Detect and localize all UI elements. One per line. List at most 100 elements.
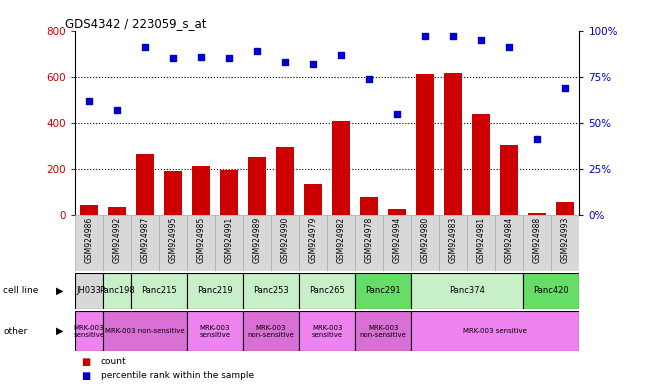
Text: Panc219: Panc219 xyxy=(197,286,233,295)
Point xyxy=(392,111,402,117)
Text: GDS4342 / 223059_s_at: GDS4342 / 223059_s_at xyxy=(65,17,206,30)
Bar xyxy=(411,215,439,271)
Text: Panc291: Panc291 xyxy=(365,286,401,295)
Bar xyxy=(411,311,579,351)
Text: GSM924981: GSM924981 xyxy=(477,217,486,263)
Bar xyxy=(472,114,490,215)
Point xyxy=(112,107,122,113)
Bar xyxy=(159,215,187,271)
Text: GSM924984: GSM924984 xyxy=(505,217,514,263)
Bar xyxy=(131,215,159,271)
Bar xyxy=(439,215,467,271)
Text: GSM924979: GSM924979 xyxy=(309,217,318,263)
Bar xyxy=(215,215,243,271)
Text: ■: ■ xyxy=(81,371,90,381)
Text: GSM924991: GSM924991 xyxy=(225,217,234,263)
Bar xyxy=(276,147,294,215)
Bar xyxy=(80,205,98,215)
Bar xyxy=(551,215,579,271)
Text: Panc215: Panc215 xyxy=(141,286,177,295)
Bar xyxy=(355,273,411,309)
Text: GSM924990: GSM924990 xyxy=(281,217,290,263)
Bar xyxy=(416,74,434,215)
Text: ▶: ▶ xyxy=(56,326,64,336)
Text: Panc253: Panc253 xyxy=(253,286,289,295)
Bar xyxy=(220,170,238,215)
Bar xyxy=(467,215,495,271)
Bar xyxy=(136,154,154,215)
Text: GSM924989: GSM924989 xyxy=(253,217,262,263)
Text: Panc265: Panc265 xyxy=(309,286,345,295)
Bar xyxy=(187,215,215,271)
Text: Panc198: Panc198 xyxy=(99,286,135,295)
Bar xyxy=(75,273,103,309)
Bar xyxy=(528,213,546,215)
Bar xyxy=(75,215,103,271)
Bar xyxy=(187,311,243,351)
Bar xyxy=(383,215,411,271)
Point xyxy=(364,76,374,82)
Bar xyxy=(103,215,131,271)
Bar xyxy=(523,215,551,271)
Text: GSM924985: GSM924985 xyxy=(197,217,206,263)
Point xyxy=(560,85,570,91)
Bar xyxy=(360,197,378,215)
Bar xyxy=(131,273,187,309)
Bar xyxy=(332,121,350,215)
Text: Panc420: Panc420 xyxy=(534,286,569,295)
Bar xyxy=(355,215,383,271)
Bar xyxy=(164,171,182,215)
Point xyxy=(280,59,290,65)
Text: MRK-003
non-sensitive: MRK-003 non-sensitive xyxy=(247,325,294,338)
Text: GSM924995: GSM924995 xyxy=(169,217,178,263)
Text: ▶: ▶ xyxy=(56,286,64,296)
Text: GSM924986: GSM924986 xyxy=(85,217,93,263)
Bar xyxy=(187,273,243,309)
Text: MRK-003 non-sensitive: MRK-003 non-sensitive xyxy=(105,328,185,334)
Text: cell line: cell line xyxy=(3,286,38,295)
Text: ■: ■ xyxy=(81,357,90,367)
Bar xyxy=(108,207,126,215)
Bar xyxy=(388,209,406,215)
Text: Panc374: Panc374 xyxy=(449,286,485,295)
Bar xyxy=(299,311,355,351)
Bar xyxy=(304,184,322,215)
Point xyxy=(476,37,486,43)
Text: GSM924994: GSM924994 xyxy=(393,217,402,263)
Text: JH033: JH033 xyxy=(76,286,102,295)
Bar xyxy=(243,311,299,351)
Text: MRK-003
non-sensitive: MRK-003 non-sensitive xyxy=(360,325,407,338)
Point xyxy=(504,44,514,50)
Bar xyxy=(299,215,327,271)
Text: other: other xyxy=(3,327,27,336)
Bar xyxy=(523,273,579,309)
Text: GSM924978: GSM924978 xyxy=(365,217,374,263)
Point xyxy=(252,48,262,54)
Text: MRK-003
sensitive: MRK-003 sensitive xyxy=(74,325,104,338)
Bar xyxy=(355,311,411,351)
Bar xyxy=(103,273,131,309)
Bar xyxy=(271,215,299,271)
Text: GSM924988: GSM924988 xyxy=(533,217,542,263)
Point xyxy=(308,61,318,67)
Point xyxy=(420,33,430,39)
Point xyxy=(448,33,458,39)
Text: GSM924987: GSM924987 xyxy=(141,217,150,263)
Bar xyxy=(243,273,299,309)
Text: GSM924992: GSM924992 xyxy=(113,217,121,263)
Point xyxy=(168,55,178,61)
Bar xyxy=(444,73,462,215)
Point xyxy=(224,55,234,61)
Bar xyxy=(556,202,574,215)
Text: GSM924993: GSM924993 xyxy=(561,217,570,263)
Point xyxy=(84,98,94,104)
Text: MRK-003
sensitive: MRK-003 sensitive xyxy=(312,325,342,338)
Text: GSM924982: GSM924982 xyxy=(337,217,346,263)
Bar xyxy=(299,273,355,309)
Point xyxy=(336,51,346,58)
Text: MRK-003
sensitive: MRK-003 sensitive xyxy=(199,325,230,338)
Bar xyxy=(411,273,523,309)
Point xyxy=(140,44,150,50)
Bar xyxy=(75,311,103,351)
Text: GSM924983: GSM924983 xyxy=(449,217,458,263)
